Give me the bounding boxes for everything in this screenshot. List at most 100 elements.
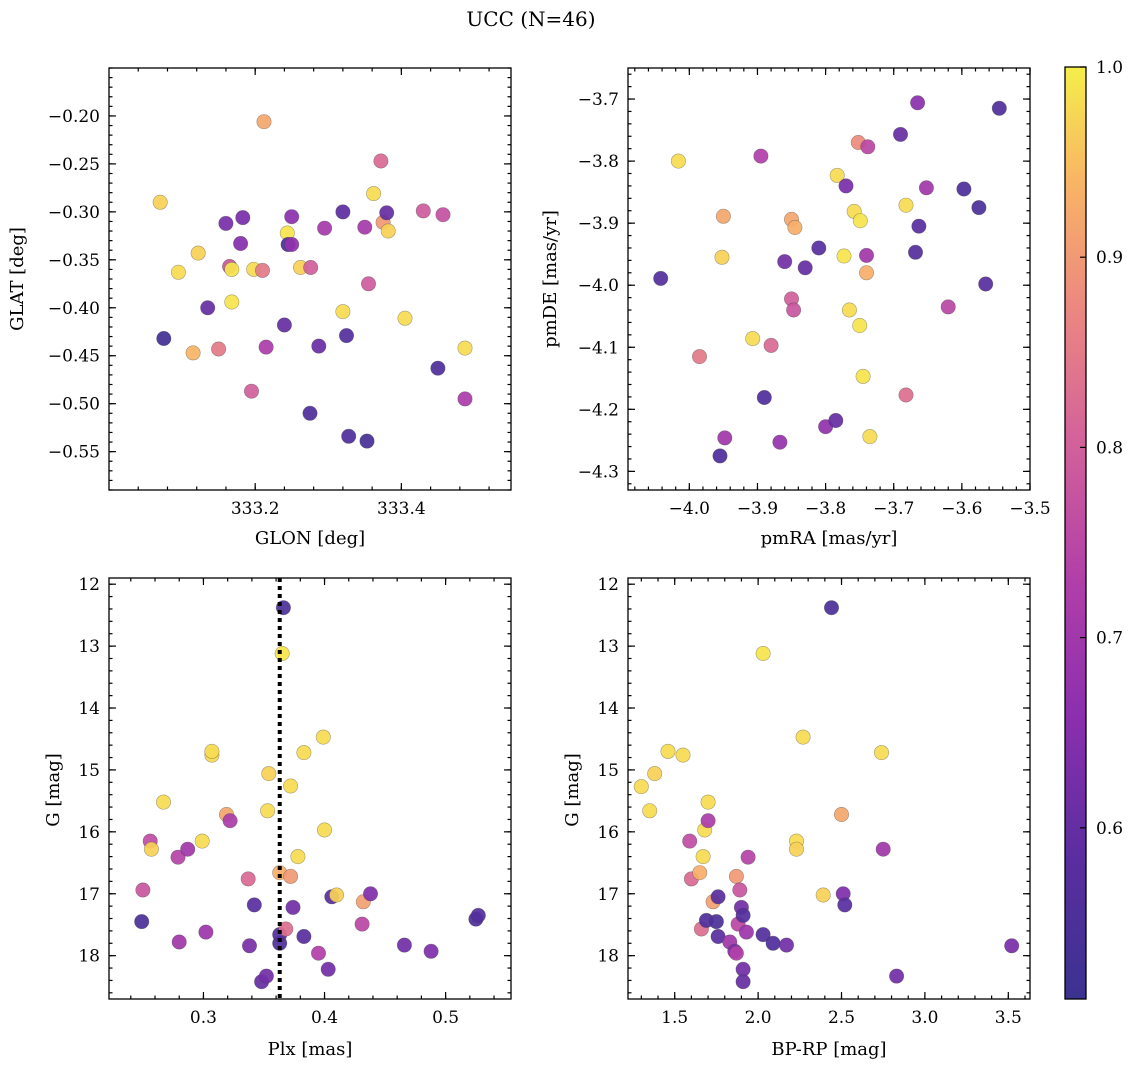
plx-point-34 <box>315 729 331 745</box>
pm-point-12 <box>777 254 793 270</box>
cmd-point-1 <box>642 803 658 819</box>
cmd-x-tick-label: 3.0 <box>911 1008 938 1028</box>
figure-title: UCC (N=46) <box>466 7 595 31</box>
cmd-point-32 <box>765 935 781 951</box>
sky-point-39 <box>380 223 396 239</box>
pm-point-39 <box>911 218 927 234</box>
sky-point-15 <box>255 262 271 278</box>
pm-point-4 <box>714 249 730 265</box>
pm-point-15 <box>786 302 802 318</box>
pm-point-21 <box>829 167 845 183</box>
plx-point-1 <box>135 882 151 898</box>
sky-point-41 <box>415 203 431 219</box>
cmd-point-12 <box>700 794 716 810</box>
cmd-point-23 <box>732 882 748 898</box>
cmd-x-tick-label: 1.5 <box>661 1008 688 1028</box>
plx-point-18 <box>258 968 274 984</box>
plx-y-tick-label: 17 <box>78 885 100 905</box>
pm-x-tick-label: −3.5 <box>1009 499 1050 519</box>
sky-scatter-points <box>152 114 473 449</box>
cmd-point-44 <box>889 968 905 984</box>
cmd-point-39 <box>833 806 849 822</box>
pm-x-tick-label: −3.6 <box>941 499 982 519</box>
sky-point-38 <box>379 205 395 221</box>
plx-point-35 <box>316 822 332 838</box>
pm-y-tick-label: −3.8 <box>578 152 619 172</box>
pm-point-17 <box>797 260 813 276</box>
pm-point-32 <box>860 139 876 155</box>
cmd-y-tick-label: 14 <box>597 699 619 719</box>
plx-point-45 <box>470 907 486 923</box>
cmd-axes: 1.5 2.0 2.5 3.0 3.5 12 13 14 15 16 17 18 <box>597 575 1030 1028</box>
cmd-point-13 <box>700 813 716 829</box>
sky-point-45 <box>457 391 473 407</box>
cmd-point-31 <box>755 927 771 943</box>
pm-point-36 <box>898 387 914 403</box>
cmd-point-33 <box>778 937 794 953</box>
sky-point-17 <box>258 339 274 355</box>
cmd-y-tick-label: 16 <box>597 823 619 843</box>
plx-point-16 <box>246 897 262 913</box>
cmd-y-tick-label: 18 <box>597 947 619 967</box>
pm-frame <box>627 67 1031 491</box>
cmd-point-9 <box>695 849 711 865</box>
cmd-point-25 <box>735 907 751 923</box>
plx-point-36 <box>320 961 336 977</box>
pm-point-23 <box>838 178 854 194</box>
plx-point-14 <box>240 871 256 887</box>
pm-point-29 <box>855 368 871 384</box>
sky-point-44 <box>457 340 473 356</box>
cmd-x-tick-label: 3.5 <box>995 1008 1022 1028</box>
cmd-y-tick-label: 15 <box>597 761 619 781</box>
cmd-point-42 <box>873 745 889 761</box>
pm-point-43 <box>971 200 987 216</box>
plx-point-28 <box>283 868 299 884</box>
pm-point-9 <box>756 389 772 405</box>
plx-point-5 <box>170 849 186 865</box>
plx-point-43 <box>423 943 439 959</box>
colorbar-tick-label: 0.9 <box>1096 248 1123 268</box>
pm-point-44 <box>978 276 994 292</box>
plx-point-27 <box>283 778 299 794</box>
plx-y-tick-label: 15 <box>78 761 100 781</box>
colorbar-tick-label: 1.0 <box>1096 58 1123 78</box>
plx-x-axis-label: Plx [mas] <box>268 1039 353 1060</box>
colorbar-ticks: 0.6 0.7 0.8 0.9 1.0 <box>1080 58 1123 839</box>
sky-point-0 <box>152 194 168 210</box>
sky-point-11 <box>233 236 249 252</box>
sky-point-28 <box>335 204 351 220</box>
cmd-point-27 <box>735 974 751 990</box>
sky-y-axis-label: GLAT [deg] <box>7 227 28 331</box>
cmd-point-5 <box>682 833 698 849</box>
pm-point-2 <box>691 349 707 365</box>
pm-point-5 <box>715 208 731 224</box>
plx-point-24 <box>274 645 290 661</box>
pm-x-tick-label: −3.9 <box>737 499 778 519</box>
pm-point-40 <box>918 180 934 196</box>
sky-point-42 <box>430 360 446 376</box>
pm-point-24 <box>841 302 857 318</box>
pm-x-tick-label: −3.8 <box>805 499 846 519</box>
pm-x-tick-label: −3.7 <box>873 499 914 519</box>
plx-point-41 <box>362 886 378 902</box>
pm-point-6 <box>717 430 733 446</box>
plx-point-9 <box>198 924 214 940</box>
plx-point-38 <box>329 887 345 903</box>
pm-point-35 <box>898 197 914 213</box>
pm-point-28 <box>852 213 868 229</box>
sky-point-32 <box>357 219 373 235</box>
plx-point-26 <box>278 921 294 937</box>
plx-y-tick-label: 14 <box>78 699 100 719</box>
plx-point-32 <box>296 928 312 944</box>
sky-point-43 <box>435 207 451 223</box>
pm-point-22 <box>836 248 852 264</box>
sky-frame <box>108 67 512 491</box>
sky-point-12 <box>235 210 251 226</box>
pm-point-33 <box>862 429 878 445</box>
sky-point-3 <box>156 330 172 346</box>
pm-point-10 <box>763 337 779 353</box>
pm-y-tick-label: −4.0 <box>578 276 619 296</box>
plx-point-33 <box>310 945 326 961</box>
plx-x-tick-label: 0.4 <box>311 1008 338 1028</box>
